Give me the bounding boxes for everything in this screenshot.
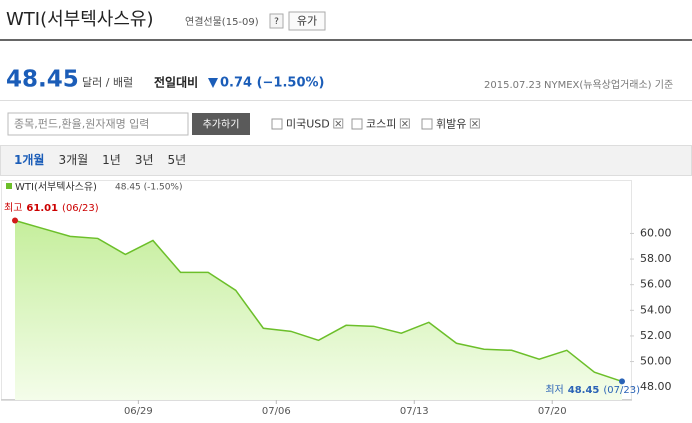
y-tick-label: 58.00 [640, 252, 672, 265]
subtitle: 연결선물(15-09) [185, 16, 259, 28]
title: WTI(서부텍사스유) [6, 9, 154, 30]
annotation: 최저 [545, 384, 563, 396]
annotation: (06/23) [62, 203, 99, 214]
x-tick-label: 07/06 [262, 406, 291, 417]
x-tick-label: 07/13 [400, 406, 429, 417]
min-point [619, 378, 625, 385]
compare-label: 휘발유 [436, 118, 466, 131]
legend-swatch [6, 183, 12, 189]
category-button[interactable] [288, 11, 326, 31]
help-button[interactable] [269, 13, 284, 29]
legend-value: 48.45 (-1.50%) [115, 183, 183, 193]
tab[interactable]: 1개월 [14, 152, 44, 167]
y-tick-label: 60.00 [640, 226, 672, 239]
source: NYMEX(뉴욕상업거래소) 기준 [544, 78, 673, 91]
annotation: (07/23) [603, 385, 640, 396]
change-label: 전일대비 [154, 75, 198, 90]
date: 2015.07.23 [484, 80, 541, 91]
checkbox[interactable] [271, 118, 283, 130]
tab[interactable]: 1년 [102, 153, 121, 167]
compare-label: 코스피 [366, 118, 396, 131]
search-placeholder: 종목,펀드,환율,원자재명 입력 [14, 118, 149, 131]
checkbox[interactable] [351, 118, 363, 130]
y-tick-label: 54.00 [640, 303, 672, 316]
annotation: 48.45 [568, 385, 600, 396]
remove-x [335, 120, 342, 127]
remove-x [472, 120, 478, 127]
remove-x [402, 120, 408, 127]
category-text: 유가 [297, 15, 317, 28]
checkbox[interactable] [421, 118, 433, 130]
compare-label: 미국USD [286, 118, 330, 131]
tab[interactable]: 3개월 [58, 153, 88, 167]
down-arrow [208, 78, 218, 88]
divider [0, 100, 692, 101]
y-tick-label: 52.00 [640, 329, 672, 342]
y-tick-label: 56.00 [640, 278, 672, 291]
help-text: ? [274, 17, 279, 27]
tab-bar [0, 145, 692, 176]
divider [0, 39, 692, 41]
x-tick-label: 06/29 [124, 406, 153, 417]
max-point [12, 217, 18, 224]
add-button-text: 추가하기 [203, 118, 240, 131]
tab[interactable]: 3년 [135, 153, 154, 167]
tab[interactable]: 5년 [168, 153, 187, 167]
change: 0.74 (−1.50%) [220, 76, 324, 91]
add-button[interactable] [192, 113, 250, 135]
line [14, 219, 623, 383]
price-unit: 달러 / 배럴 [82, 76, 133, 89]
y-tick-label: 48.00 [640, 380, 672, 393]
area [15, 220, 622, 400]
y-tick-label: 50.00 [640, 355, 672, 368]
legend-name: WTI(서부텍사스유) [15, 181, 97, 193]
x-tick-label: 07/20 [538, 406, 567, 417]
search-input[interactable] [7, 112, 189, 136]
annotation: 최고 [4, 202, 22, 214]
annotation: 61.01 [26, 203, 58, 214]
price: 48.45 [6, 67, 79, 93]
